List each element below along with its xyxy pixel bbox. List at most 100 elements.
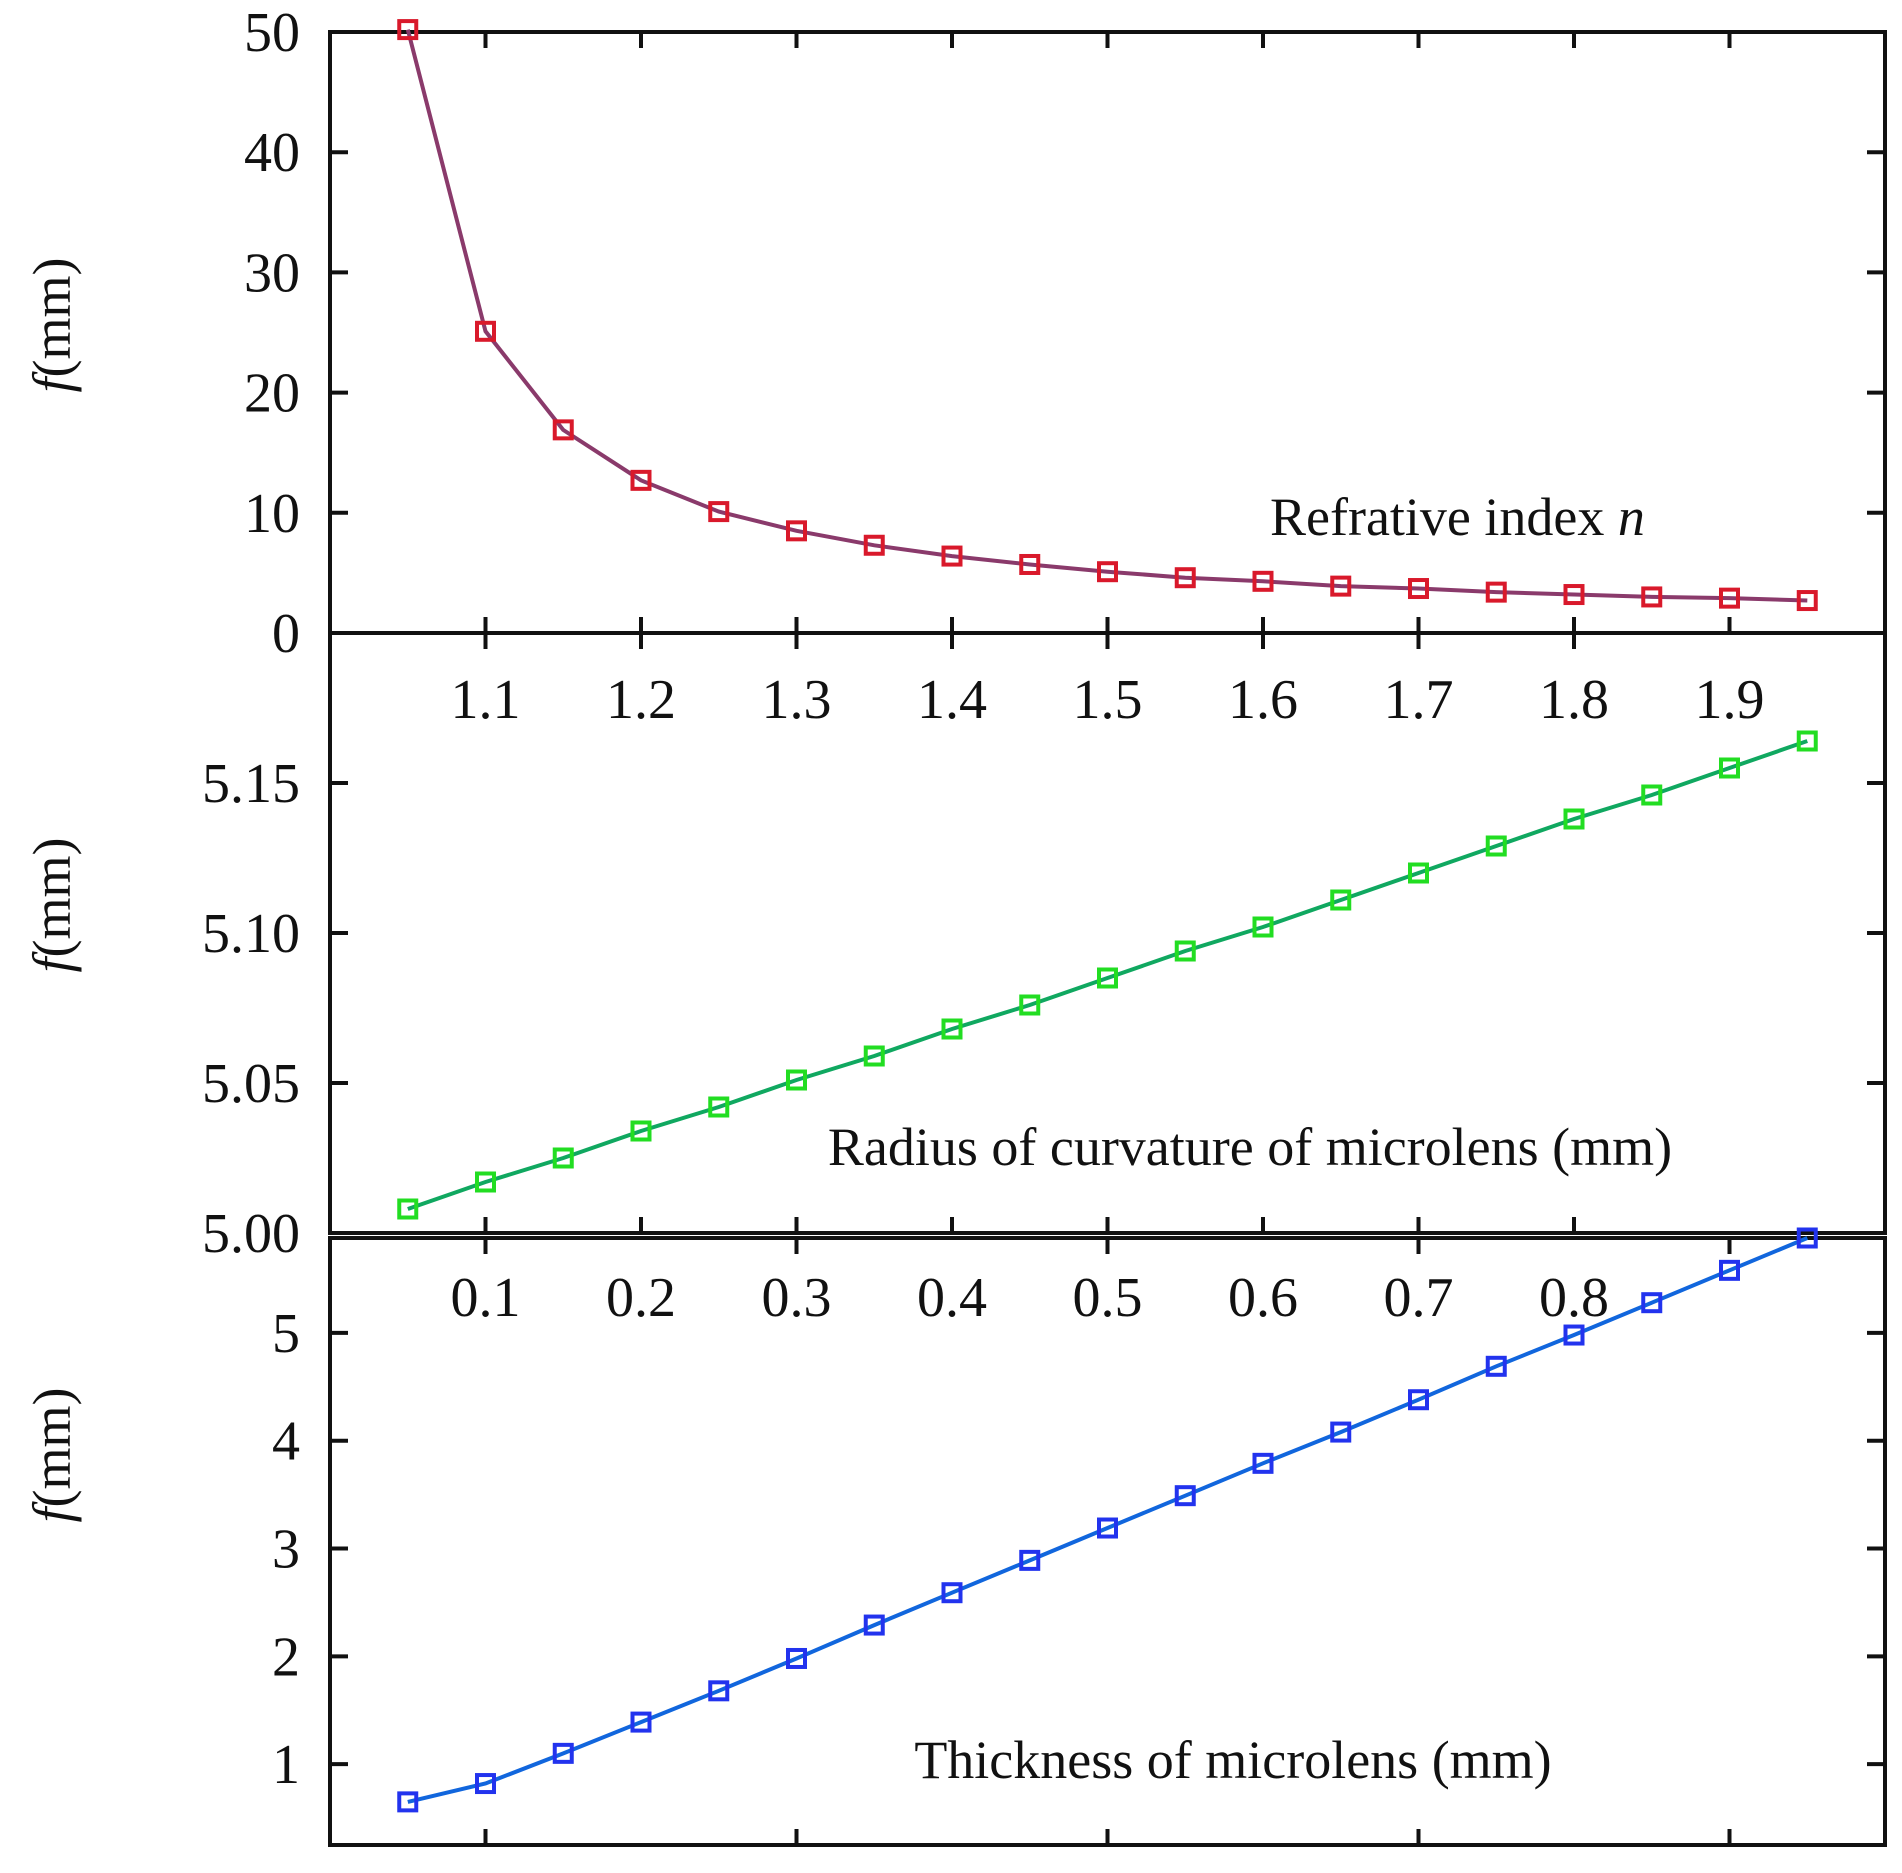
data-point	[863, 1045, 885, 1067]
y-tick-label: 2	[272, 1626, 300, 1688]
data-point	[863, 534, 885, 556]
data-point	[1796, 1227, 1818, 1249]
annotation-text: Refrative index	[1270, 487, 1618, 547]
data-point	[1330, 889, 1352, 911]
data-point	[1252, 916, 1274, 938]
data-point	[397, 1198, 419, 1220]
data-point	[630, 1711, 652, 1733]
x-tick-label: 1.5	[1073, 669, 1143, 731]
data-point	[708, 1096, 730, 1118]
data-point	[1563, 1324, 1585, 1346]
data-point	[786, 520, 807, 542]
data-point	[397, 19, 419, 41]
data-point	[1408, 1389, 1429, 1411]
data-point	[630, 1120, 652, 1142]
x-tick-label: 0.8	[1539, 1267, 1609, 1329]
series-line	[405, 29, 1808, 603]
y-tick-label: 5.15	[202, 753, 300, 815]
data-point	[552, 419, 574, 441]
y-tick-label: 30	[244, 242, 300, 304]
data-point	[1019, 1549, 1041, 1571]
data-point	[1174, 567, 1196, 589]
data-point	[475, 320, 496, 342]
data-point	[1485, 835, 1507, 857]
data-point	[552, 1742, 574, 1764]
data-point	[708, 1680, 730, 1702]
data-point	[786, 1069, 807, 1091]
series-annotation: Thickness of microlens (mm)	[914, 1730, 1551, 1790]
annotation-italic: n	[1618, 487, 1645, 547]
data-point	[1563, 584, 1585, 606]
x-tick-label: 0.4	[917, 1267, 987, 1329]
y-axis-title: f(mm)	[22, 838, 82, 973]
data-point	[1796, 730, 1818, 752]
y-tick-label: 5.10	[202, 903, 300, 965]
x-tick-label: 1.9	[1695, 669, 1765, 731]
data-point	[1097, 1517, 1118, 1539]
data-point	[1330, 575, 1352, 597]
series-annotation: Refrative index n	[1270, 487, 1645, 547]
data-point	[1719, 757, 1740, 779]
x-tick-label: 0.3	[762, 1267, 832, 1329]
data-point	[786, 1647, 807, 1669]
panel-bottom: 1 2 3 4 5 f(mm) Thickness of microlens (mm)	[22, 1227, 1887, 1847]
data-point	[1796, 590, 1818, 612]
y-tick-label: 3	[272, 1519, 300, 1581]
x-tick-label: 1.3	[762, 669, 832, 731]
y-tick-label: 1	[272, 1734, 300, 1796]
data-point	[1641, 1292, 1663, 1314]
data-point	[475, 1773, 496, 1795]
data-point	[1097, 967, 1118, 989]
data-point	[1719, 587, 1740, 609]
y-axis-title-unit: (mm)	[22, 1388, 82, 1508]
series-line	[407, 1236, 1809, 1804]
data-point	[941, 1582, 963, 1604]
data-point	[1330, 1421, 1352, 1443]
data-point	[1563, 808, 1585, 830]
series-annotation: Radius of curvature of microlens (mm)	[828, 1117, 1672, 1177]
panel-top: 0 10 20 30 40 50 1.1 1.2 1.3 1.4 1.5 1.6 1.7 1.8 1.9 f(…	[22, 2, 1887, 731]
y-tick-label: 50	[244, 2, 300, 64]
y-tick-label: 20	[244, 363, 300, 425]
data-point	[863, 1614, 885, 1636]
data-point	[1019, 553, 1041, 575]
data-point	[1641, 586, 1663, 608]
data-point	[1485, 1355, 1507, 1377]
data-point	[1019, 994, 1041, 1016]
y-tick-label: 5.05	[202, 1053, 300, 1115]
x-tick-label: 1.4	[917, 669, 987, 731]
x-tick-label: 0.7	[1384, 1267, 1454, 1329]
data-point	[941, 545, 963, 567]
x-tick-label: 1.7	[1384, 669, 1454, 731]
data-point	[1719, 1259, 1740, 1281]
data-point	[1174, 940, 1196, 962]
data-point	[630, 469, 652, 491]
y-axis-title: f(mm)	[22, 1388, 82, 1523]
data-point	[1641, 784, 1663, 806]
x-tick-label: 1.2	[606, 669, 676, 731]
x-tick-label: 0.5	[1073, 1267, 1143, 1329]
y-axis-title: f(mm)	[22, 258, 82, 393]
data-point	[708, 501, 730, 523]
y-axis-title-unit: (mm)	[22, 838, 82, 958]
y-tick-label: 0	[272, 603, 300, 665]
data-point	[475, 1171, 496, 1193]
data-point	[1174, 1485, 1196, 1507]
data-point	[1252, 1452, 1274, 1474]
y-tick-label: 4	[272, 1411, 300, 1473]
y-tick-label: 5.00	[202, 1203, 300, 1265]
data-point	[552, 1147, 574, 1169]
plot-frame	[328, 30, 1887, 635]
x-tick-label: 1.6	[1228, 669, 1298, 731]
y-tick-label: 5	[272, 1303, 300, 1365]
data-point	[397, 1791, 419, 1813]
x-tick-label: 0.1	[451, 1267, 521, 1329]
panel-middle: 5.00 5.05 5.10 5.15 0.1 0.2 0.3 0.4 0.5 0.6 0.7 0.8…	[22, 631, 1887, 1329]
y-axis-title-unit: (mm)	[22, 258, 82, 378]
x-tick-label: 1.8	[1539, 669, 1609, 731]
data-point	[941, 1018, 963, 1040]
y-tick-label: 40	[244, 122, 300, 184]
x-tick-label: 1.1	[451, 669, 521, 731]
data-point	[1097, 561, 1118, 583]
